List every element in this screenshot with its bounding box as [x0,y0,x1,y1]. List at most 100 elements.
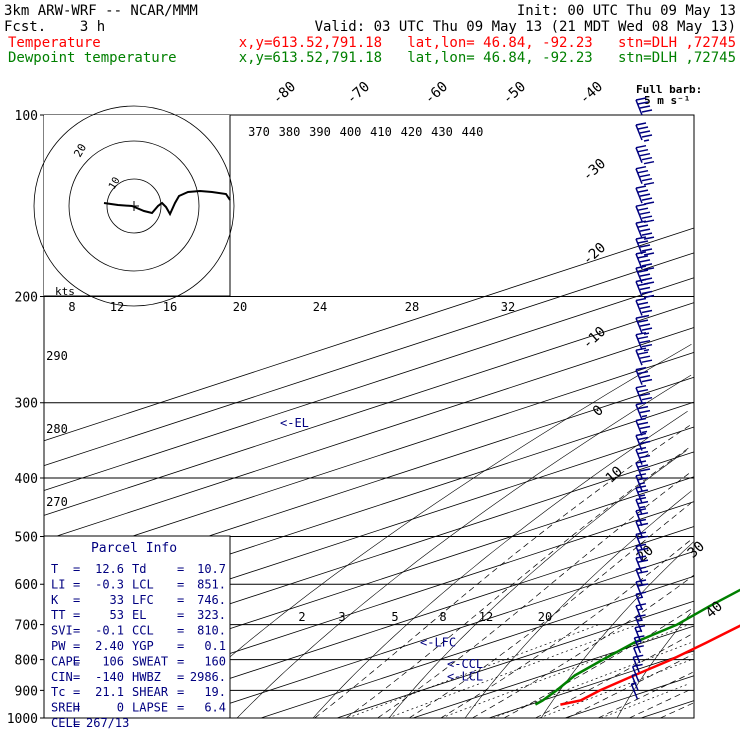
parcel-param-eq: = [73,593,80,607]
moist-adiabat-line [629,688,692,719]
valid-time: Valid: 03 UTC Thu 09 May 13 (21 MDT Wed … [315,19,736,35]
wind-barb-staff [635,605,643,622]
theta-label: 290 [46,349,68,363]
theta-e-label: 380 [279,125,301,139]
wind-barb-flag [637,535,649,540]
hodograph-ring [106,178,162,234]
wind-barb [635,531,649,550]
wind-barb-flag [635,265,647,269]
pressure-tick-label: 400 [15,472,38,487]
wind-barb-flag [635,603,647,607]
wind-barb-flag [637,269,649,273]
wind-barb-flag [637,489,649,493]
wind-barb-flag [635,144,647,149]
isotherm-line [43,252,695,466]
wind-barb-staff [635,281,643,297]
wind-barb-flag [637,319,649,323]
wind-barb [632,654,644,673]
wind-barb-staff [635,387,643,403]
pressure-tick-label: 600 [15,578,38,593]
parcel-param-eq: = [73,639,80,653]
wind-barb-flag [639,374,651,379]
wind-barb [634,624,646,643]
moist-adiabat-line [377,471,692,719]
wind-barb-half-flag [641,414,648,418]
pressure-tick-label: 800 [15,654,38,669]
parcel-param-eq: = [73,654,80,668]
parcel-info-title: Parcel Info [91,541,177,556]
wind-barb-flag [637,224,649,228]
wind-barb [635,297,653,318]
pressure-tick-label: 900 [15,684,38,699]
mixing-ratio-label: 2 [298,610,305,624]
wind-barb-half-flag [637,608,644,611]
wind-barb [635,417,651,436]
theta-label: 280 [46,422,68,436]
isotherm-line [184,550,695,719]
parcel-param-eq: = [73,670,80,684]
parcel-param-name: SWEAT [132,654,168,668]
wind-barb [635,278,655,299]
moist-adiabat-line [472,575,694,719]
wind-barb [635,251,655,271]
wind-barb [635,401,651,420]
parcel-param-name: LI [51,577,65,591]
parcel-param-value: 33 [110,593,124,607]
parcel-param-name: K [51,593,59,607]
wind-barb-flag [637,583,649,587]
wind-barb-flag [635,366,647,371]
parcel-param-name: EL [132,608,146,622]
wind-barb [633,645,644,664]
dry-adiabat-line [540,541,694,719]
wind-barb-flag [637,189,649,193]
wind-barb-flag [635,203,647,207]
wind-barb [635,555,649,574]
dewpoint-profile-line [534,588,740,706]
isotherm-line [260,575,695,719]
wind-barb-flag [639,130,651,134]
hodograph-speed-label: 12 [110,300,124,314]
parcel-param-name: T [51,562,58,576]
parcel-param-value: 746. [197,593,226,607]
wind-barb-flag [635,278,647,283]
wind-barb-flag [637,101,649,105]
wind-barb-half-flag [639,494,646,497]
wind-barb-staff [635,546,643,562]
wind-barb [635,591,647,610]
wind-barb-staff [635,99,643,116]
wind-barb-flag [641,232,653,236]
level-marker-label: <-CCL [447,657,483,671]
wind-barb-flag [639,409,651,414]
wind-barb-staff [635,124,643,141]
wind-barb-flag [637,421,649,426]
wind-barb-staff [635,420,643,436]
wind-barb-flag [639,355,651,359]
wind-barb-half-flag [631,673,638,677]
wind-barb-half-flag [637,596,644,599]
wind-barb-flag [637,388,649,393]
parcel-param-name: HWBZ [132,670,161,684]
parcel-param-name: LCL [132,577,154,591]
model-title: 3km ARW-WRF -- NCAR/MMM [4,3,198,19]
wind-barb-staff [635,205,643,222]
wind-barb-staff [635,317,643,334]
hodograph-speed-label: 24 [313,300,327,314]
wind-barb-flag [635,485,647,489]
moist-adiabat-line [566,654,693,719]
wind-barb-half-flag [643,348,650,352]
wind-barb-flag [635,566,647,570]
hodograph-ring-label: 10 [107,176,123,192]
parcel-param-value: 10.7 [197,562,226,576]
parcel-param-value: 2.40 [95,639,124,653]
wind-barb-flag [641,156,653,161]
wind-barb-flag [639,244,651,248]
wind-barb-staff [635,349,643,366]
wind-barb-flag [634,635,645,639]
wind-barb-flag [639,425,651,430]
mixing-ratio-line [600,684,688,719]
wind-barb-flag [643,181,655,186]
isotherm-label: 0 [590,402,607,420]
parcel-param-eq: = [177,608,184,622]
wind-barb [635,97,653,116]
wind-barb-flag [635,614,646,618]
